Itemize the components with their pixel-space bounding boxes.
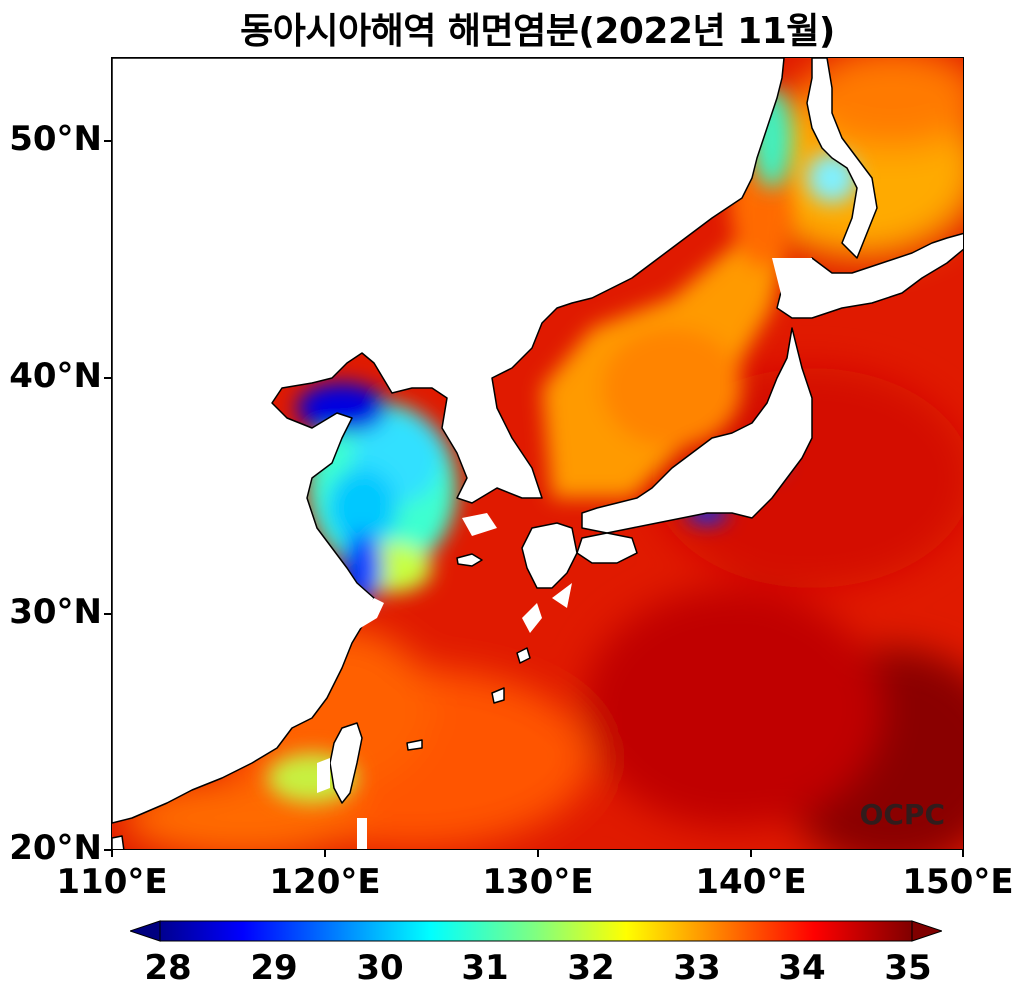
x-tick-label-110e: 110°E — [56, 862, 168, 902]
x-tick-label-120e: 120°E — [269, 862, 381, 902]
jeju-island — [456, 553, 483, 567]
y-tick — [104, 613, 111, 615]
no-data-margins — [317, 258, 812, 849]
continent-land — [112, 58, 785, 824]
salinity-map — [112, 58, 963, 849]
coastal-islet — [112, 835, 125, 849]
x-tick-label-140e: 140°E — [695, 862, 807, 902]
shikoku-island — [576, 532, 638, 564]
map-panel: OCPC — [111, 57, 964, 850]
x-tick — [537, 850, 539, 857]
colorbar-label-34: 34 — [778, 948, 826, 988]
colorbar-label-32: 32 — [567, 948, 615, 988]
ryukyu-island-1 — [491, 687, 505, 704]
y-tick — [104, 140, 111, 142]
y-tick-label-50n: 50°N — [9, 119, 102, 159]
sakhalin-island — [806, 58, 878, 259]
colorbar-label-30: 30 — [356, 948, 404, 988]
colorbar — [130, 920, 942, 942]
x-tick — [324, 850, 326, 857]
kyushu-island — [521, 522, 578, 589]
map-title: 동아시아해역 해면염분(2022년 11월) — [240, 11, 835, 52]
x-tick — [111, 850, 113, 857]
ryukyu-island-3 — [406, 739, 423, 751]
ryukyu-island-2 — [516, 647, 531, 664]
y-tick — [104, 377, 111, 379]
colorbar-label-31: 31 — [461, 948, 509, 988]
x-tick-label-150e: 150°E — [902, 862, 1014, 902]
colorbar-min-extend — [130, 920, 161, 942]
taiwan-island — [329, 722, 363, 804]
colorbar-gradient — [159, 920, 913, 942]
y-tick-label-30n: 30°N — [9, 592, 102, 632]
y-tick-label-20n: 20°N — [9, 828, 102, 868]
y-tick-label-40n: 40°N — [9, 356, 102, 396]
x-tick-label-130e: 130°E — [482, 862, 594, 902]
ocpc-watermark: OCPC — [859, 798, 945, 831]
hokkaido-island — [776, 232, 963, 319]
x-tick — [750, 850, 752, 857]
y-tick — [104, 849, 111, 851]
colorbar-max-extend — [911, 920, 942, 942]
colorbar-label-28: 28 — [144, 948, 192, 988]
x-tick — [962, 850, 964, 857]
colorbar-label-33: 33 — [673, 948, 721, 988]
colorbar-label-35: 35 — [884, 948, 932, 988]
colorbar-label-29: 29 — [250, 948, 298, 988]
